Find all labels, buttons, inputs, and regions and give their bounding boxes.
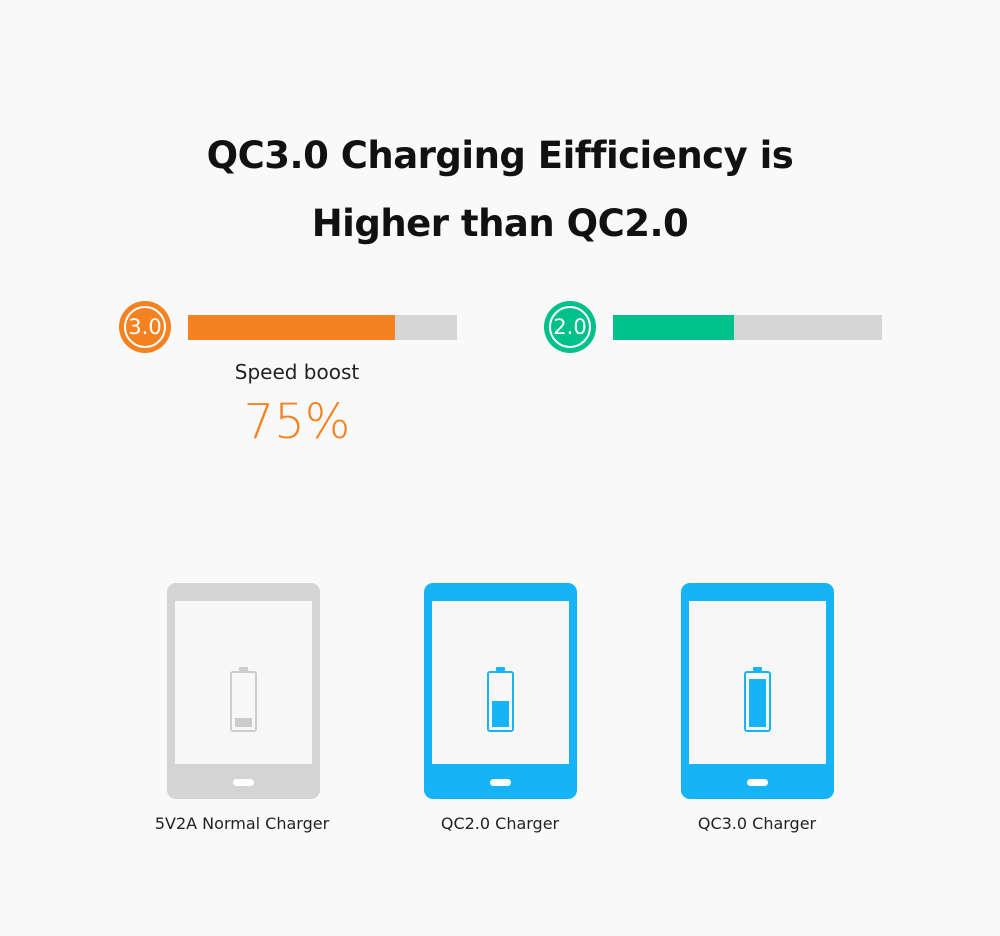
qc2-badge: 2.0 bbox=[544, 301, 596, 353]
caption-normal-charger: 5V2A Normal Charger bbox=[154, 814, 330, 833]
qc3-speed-bar bbox=[188, 315, 457, 340]
headline-line-1: QC3.0 Charging Eifficiency is bbox=[206, 134, 794, 177]
home-button bbox=[490, 779, 511, 786]
qc3-speed-bar-fill bbox=[188, 315, 396, 340]
qc3-badge-label: 3.0 bbox=[124, 306, 166, 348]
qc2-speed-bar-fill bbox=[613, 315, 735, 340]
battery-icon bbox=[230, 667, 257, 732]
battery-icon bbox=[487, 667, 514, 732]
home-button bbox=[747, 779, 768, 786]
speed-boost-label: Speed boost bbox=[234, 360, 360, 384]
tablet-screen bbox=[689, 601, 826, 764]
qc3-badge: 3.0 bbox=[119, 301, 171, 353]
headline-line-2: Higher than QC2.0 bbox=[311, 202, 689, 245]
caption-qc3-charger: QC3.0 Charger bbox=[697, 814, 817, 833]
battery-icon bbox=[744, 667, 771, 732]
tablet-screen bbox=[432, 601, 569, 764]
tablet-qc2-charger bbox=[424, 583, 577, 799]
caption-qc2-charger: QC2.0 Charger bbox=[440, 814, 560, 833]
tablet-screen bbox=[175, 601, 312, 764]
qc2-badge-label: 2.0 bbox=[549, 306, 591, 348]
qc2-speed-bar bbox=[613, 315, 882, 340]
tablet-normal-charger bbox=[167, 583, 320, 799]
tablet-qc3-charger bbox=[681, 583, 834, 799]
home-button bbox=[233, 779, 254, 786]
speed-boost-value: 75% bbox=[243, 394, 351, 450]
